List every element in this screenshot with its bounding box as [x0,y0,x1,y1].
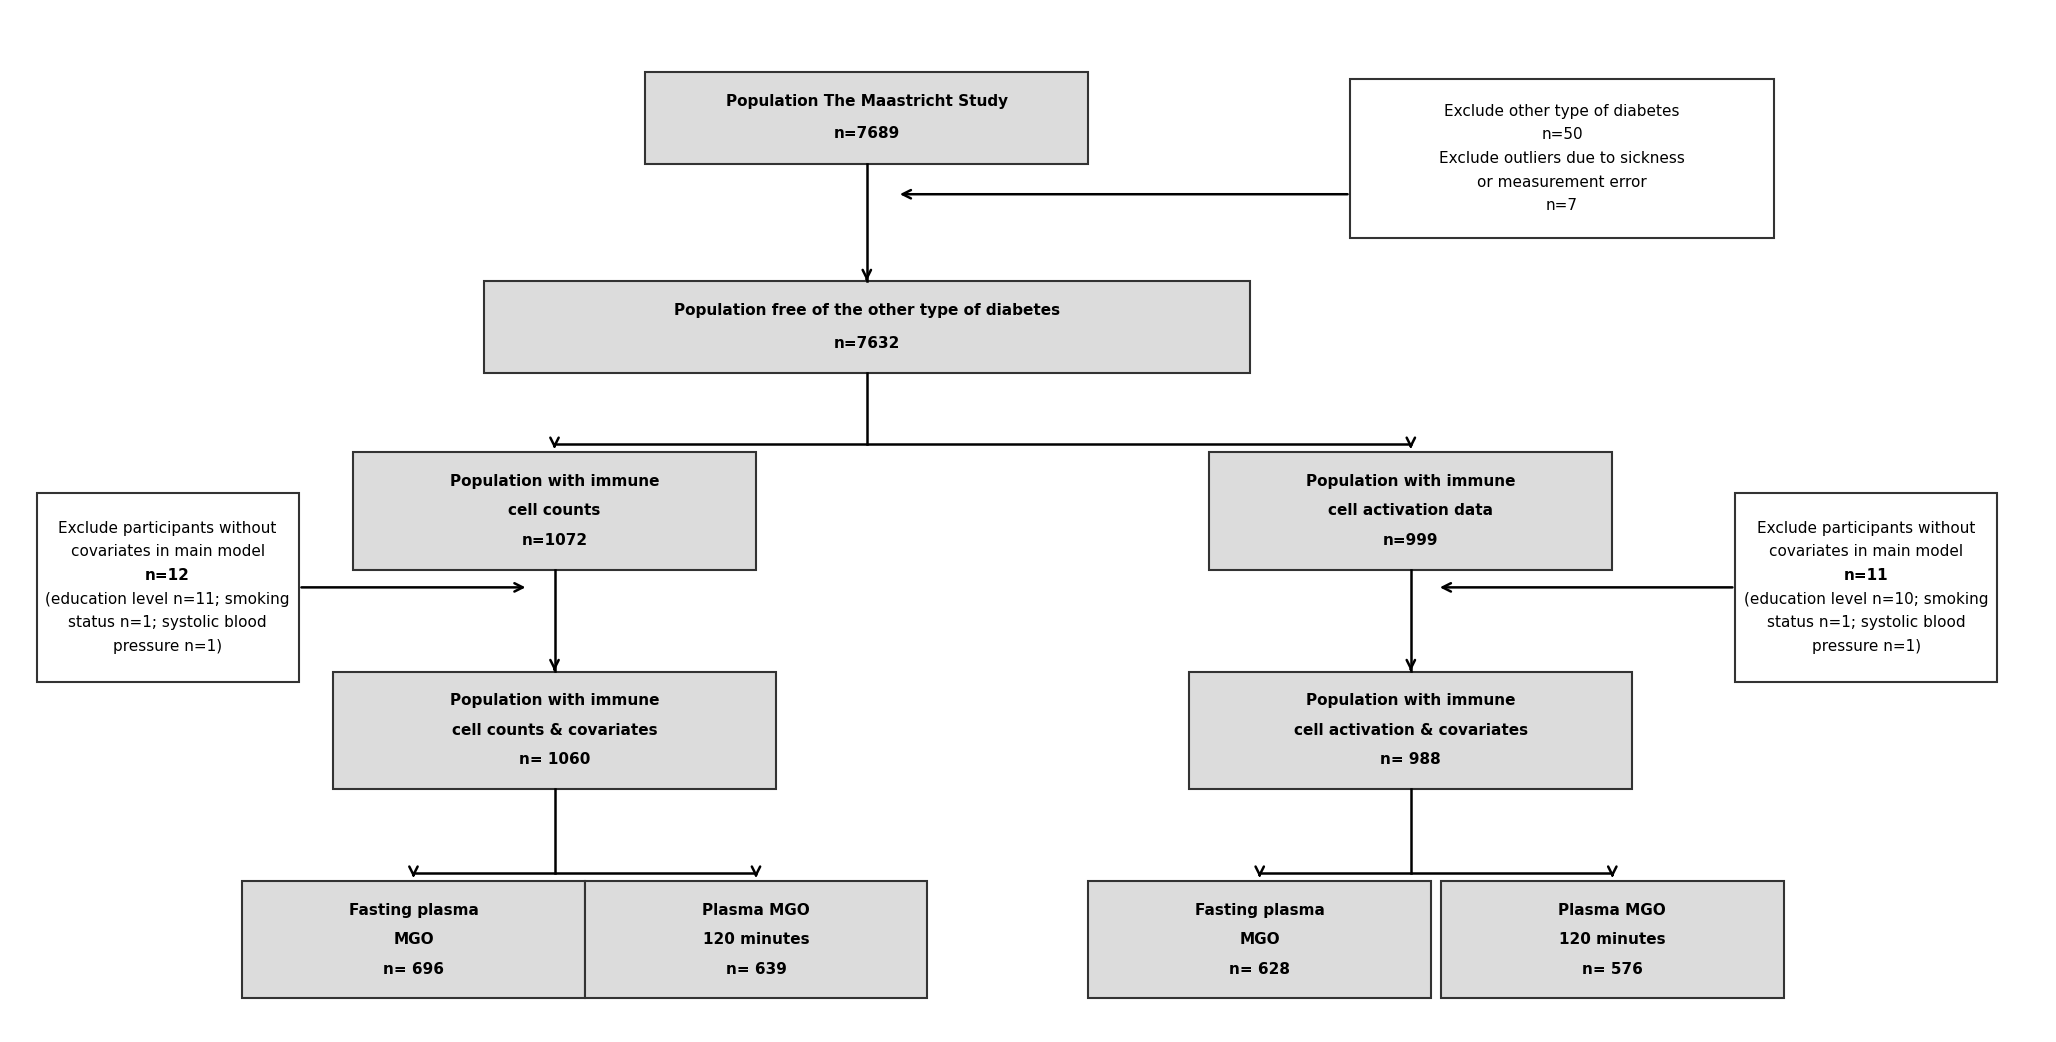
Text: Fasting plasma: Fasting plasma [350,902,479,918]
Text: n= 576: n= 576 [1581,962,1643,976]
Text: Population with immune: Population with immune [450,694,660,709]
FancyBboxPatch shape [243,880,584,998]
Text: cell activation data: cell activation data [1328,503,1493,518]
Text: Population with immune: Population with immune [450,474,660,489]
Text: covariates in main model: covariates in main model [70,545,265,560]
FancyBboxPatch shape [1735,493,1996,681]
Text: Exclude outliers due to sickness: Exclude outliers due to sickness [1439,151,1684,166]
FancyBboxPatch shape [333,672,777,789]
Text: n=999: n=999 [1384,532,1439,548]
Text: cell counts & covariates: cell counts & covariates [452,723,658,738]
Text: Exclude participants without: Exclude participants without [1758,521,1976,536]
FancyBboxPatch shape [354,452,757,570]
Text: n=50: n=50 [1542,127,1583,143]
Text: pressure n=1): pressure n=1) [113,639,222,654]
Text: pressure n=1): pressure n=1) [1811,639,1920,654]
FancyBboxPatch shape [584,880,927,998]
Text: n=7: n=7 [1546,198,1577,214]
FancyBboxPatch shape [37,493,298,681]
Text: or measurement error: or measurement error [1476,175,1647,190]
Text: covariates in main model: covariates in main model [1768,545,1963,560]
Text: MGO: MGO [1240,933,1281,947]
FancyBboxPatch shape [1441,880,1785,998]
FancyBboxPatch shape [646,72,1088,164]
Text: n=1072: n=1072 [522,532,588,548]
Text: (education level n=11; smoking: (education level n=11; smoking [45,592,290,606]
Text: Fasting plasma: Fasting plasma [1195,902,1324,918]
Text: 120 minutes: 120 minutes [703,933,810,947]
Text: status n=1; systolic blood: status n=1; systolic blood [1766,615,1966,630]
FancyBboxPatch shape [483,281,1250,373]
FancyBboxPatch shape [1188,672,1632,789]
Text: n= 628: n= 628 [1229,962,1291,976]
Text: n= 639: n= 639 [726,962,787,976]
Text: Plasma MGO: Plasma MGO [701,902,810,918]
FancyBboxPatch shape [1209,452,1612,570]
Text: n= 1060: n= 1060 [518,752,590,767]
Text: n= 696: n= 696 [382,962,444,976]
Text: Plasma MGO: Plasma MGO [1558,902,1665,918]
Text: Population The Maastricht Study: Population The Maastricht Study [726,94,1007,108]
Text: n= 988: n= 988 [1380,752,1441,767]
Text: MGO: MGO [393,933,434,947]
Text: 120 minutes: 120 minutes [1558,933,1665,947]
Text: Exclude participants without: Exclude participants without [58,521,278,536]
FancyBboxPatch shape [1351,79,1774,238]
Text: Population free of the other type of diabetes: Population free of the other type of dia… [674,303,1061,318]
Text: n=7689: n=7689 [833,126,901,142]
Text: n=12: n=12 [146,568,189,584]
Text: status n=1; systolic blood: status n=1; systolic blood [68,615,267,630]
Text: Population with immune: Population with immune [1306,474,1515,489]
Text: n=11: n=11 [1844,568,1889,584]
Text: Population with immune: Population with immune [1306,694,1515,709]
Text: cell counts: cell counts [508,503,600,518]
Text: Exclude other type of diabetes: Exclude other type of diabetes [1443,103,1680,119]
FancyBboxPatch shape [1088,880,1431,998]
Text: n=7632: n=7632 [833,336,901,351]
Text: (education level n=10; smoking: (education level n=10; smoking [1743,592,1988,606]
Text: cell activation & covariates: cell activation & covariates [1293,723,1528,738]
